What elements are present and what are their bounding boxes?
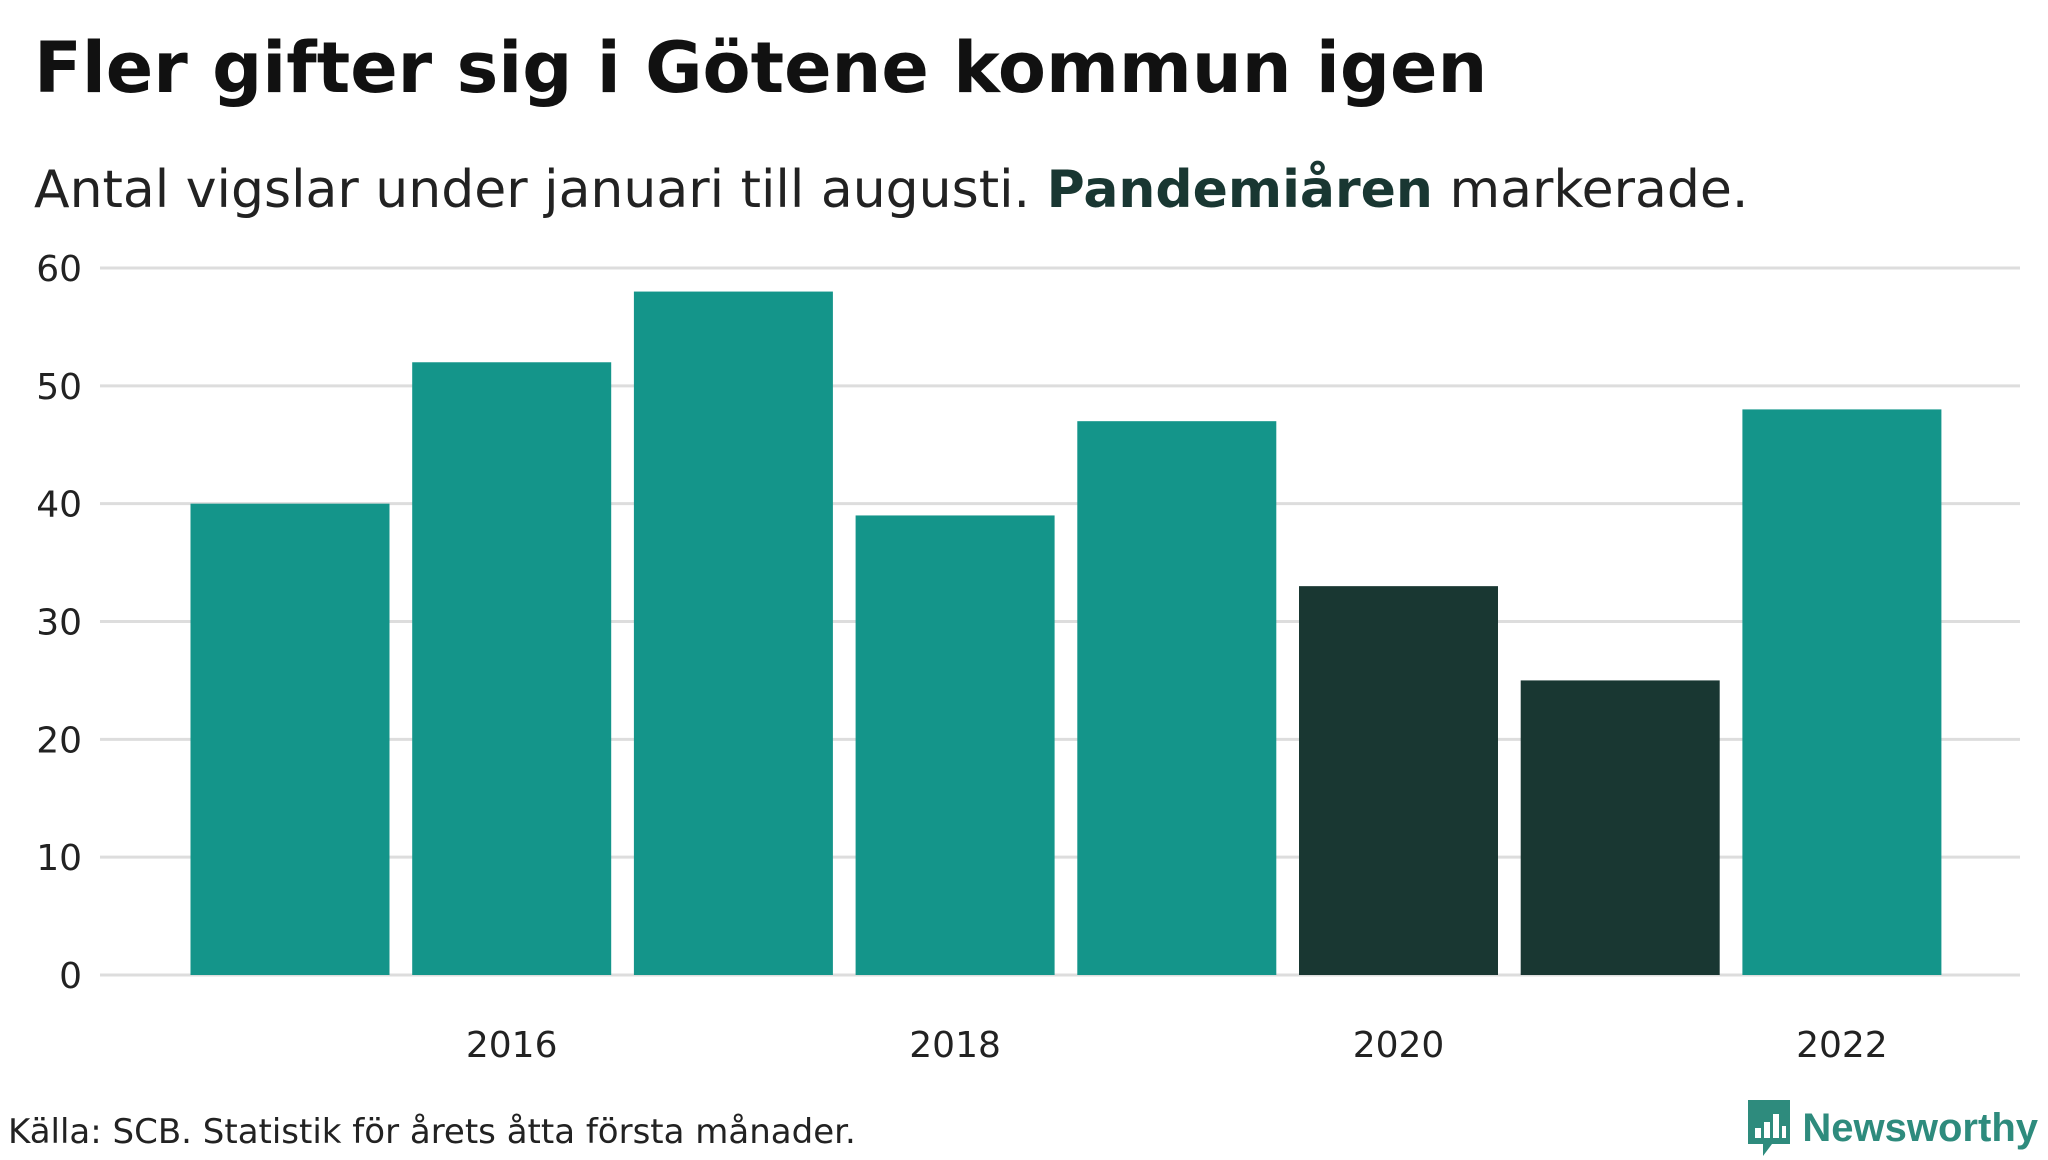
brand-logo: Newsworthy [1746,1096,2038,1160]
bar-2015 [190,503,390,975]
y-tick-label: 20 [36,720,82,761]
x-tick-label: 2018 [909,1025,1001,1066]
y-tick-label: 30 [36,603,82,644]
x-tick-label: 2020 [1353,1025,1445,1066]
brand-name: Newsworthy [1802,1105,2038,1150]
x-tick-label: 2022 [1796,1025,1888,1066]
chart-title: Fler gifter sig i Götene kommun igen [34,27,1488,109]
subtitle-text-end: markerade. [1432,160,1749,220]
newsworthy-logo-icon [1748,1100,1791,1156]
x-axis-ticks: 2016 2018 2020 2022 [466,1025,1888,1066]
bar-2022 [1742,409,1942,975]
y-tick-label: 10 [36,838,82,879]
bar-2021 [1520,680,1720,975]
chart-subtitle: Antal vigslar under januari till augusti… [34,150,1748,230]
bar-2017 [633,291,833,976]
source-note: Källa: SCB. Statistik för årets åtta för… [8,1112,856,1152]
bar-chart: 0 10 20 30 40 50 60 2016 2018 2020 2022 [36,249,2020,1066]
subtitle-text: Antal vigslar under januari till augusti… [34,160,1047,220]
bar-2016 [412,362,612,975]
subtitle-highlight: Pandemiåren [1046,160,1433,220]
y-tick-label: 40 [36,485,82,526]
bars [190,291,1942,976]
y-tick-label: 60 [36,249,82,290]
y-tick-label: 0 [59,956,82,997]
bar-2020 [1299,586,1498,975]
y-tick-label: 50 [36,367,82,408]
y-axis-ticks: 0 10 20 30 40 50 60 [36,249,82,997]
bar-2019 [1077,421,1277,975]
x-tick-label: 2016 [466,1025,558,1066]
bar-2018 [855,515,1055,975]
